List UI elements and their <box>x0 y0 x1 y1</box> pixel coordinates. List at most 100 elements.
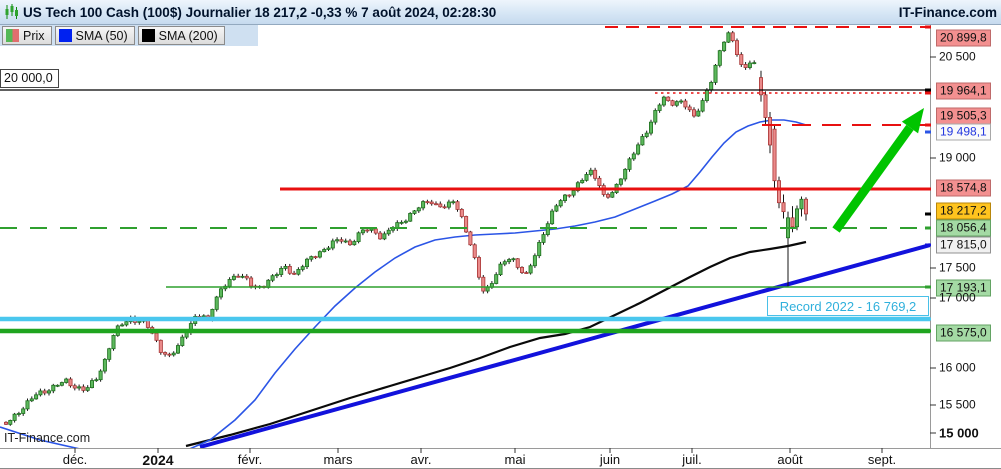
legend-label: SMA (200) <box>158 28 218 43</box>
candle-up <box>541 234 546 243</box>
candle-up <box>649 121 654 134</box>
legend-item-sma50[interactable]: SMA (50) <box>54 26 135 45</box>
candle-up <box>98 370 103 381</box>
arrow-shaft <box>832 124 914 233</box>
candle-up <box>679 100 684 103</box>
candle-down <box>666 96 671 102</box>
x-axis-label: févr. <box>237 452 263 467</box>
candle-up <box>180 336 185 346</box>
candle-up <box>507 259 512 263</box>
candle-up <box>717 50 722 66</box>
candle-up <box>34 394 39 400</box>
chart-title: US Tech 100 Cash (100$) Journalier 18 21… <box>23 4 497 20</box>
candle-down <box>606 194 611 198</box>
x-axis-label: juil. <box>682 452 702 467</box>
candle-up <box>330 240 335 249</box>
x-axis-label: août <box>777 452 803 467</box>
candle-up <box>382 233 387 240</box>
level-label-20000[interactable]: 20 000,0 <box>0 69 59 88</box>
candle-up <box>356 232 361 242</box>
candle-down <box>167 353 172 356</box>
candle-down <box>739 54 744 65</box>
bullish-arrow[interactable] <box>832 108 924 233</box>
candle-down <box>158 339 163 353</box>
price-swatch-icon <box>6 29 19 42</box>
candle-up <box>575 182 580 191</box>
candle-down <box>687 106 692 111</box>
candle-up <box>704 89 709 101</box>
candle-down <box>781 202 786 213</box>
candle-up <box>296 269 301 275</box>
candle-up <box>55 384 60 387</box>
candle-up <box>90 380 95 389</box>
candle-up <box>227 279 232 287</box>
candle-up <box>343 240 348 243</box>
candle-up <box>700 100 705 112</box>
candle-down <box>772 128 777 182</box>
candle-up <box>550 210 555 225</box>
candle-down <box>244 275 249 279</box>
candle-up <box>640 136 645 146</box>
candle-up <box>403 220 408 223</box>
candle-up <box>421 201 426 209</box>
x-axis-label: avr. <box>410 452 432 467</box>
arrow-head-icon <box>901 108 924 134</box>
x-axis-label: juin <box>599 452 621 467</box>
candle-up <box>627 158 632 170</box>
candle-down <box>730 32 735 42</box>
record-2022-annotation[interactable]: Record 2022 - 16 769,2 <box>767 296 929 316</box>
candle-down <box>81 386 86 391</box>
y-axis-label: 20 899,8 <box>936 29 991 47</box>
watermark-text: IT-Finance.com <box>4 431 91 445</box>
candle-down <box>339 239 344 242</box>
candle-down <box>236 275 241 278</box>
candle-up <box>752 62 757 65</box>
candle-up <box>511 258 516 261</box>
candle-down <box>42 390 47 394</box>
x-axis-label: 2024 <box>142 452 174 468</box>
candle-up <box>799 198 804 210</box>
candle-up <box>77 386 82 389</box>
y-axis-label: 15 500 <box>939 397 976 412</box>
candle-up <box>38 390 43 396</box>
candle-up <box>644 132 649 137</box>
candle-up <box>674 101 679 106</box>
brand-link[interactable]: IT-Finance.com <box>898 4 997 20</box>
y-axis-label: 19 000 <box>939 150 976 165</box>
candle-down <box>378 232 383 240</box>
candle-up <box>51 384 56 392</box>
candle-down <box>433 203 438 206</box>
y-axis-label: 16 000 <box>939 360 976 375</box>
candle-down <box>735 40 740 55</box>
sma200-swatch-icon <box>141 29 155 42</box>
candle-up <box>588 169 593 175</box>
candle-down <box>468 231 473 246</box>
legend-item-sma200[interactable]: SMA (200) <box>137 26 225 45</box>
candle-up <box>498 263 503 276</box>
candle-down <box>476 257 481 278</box>
candle-up <box>214 296 219 310</box>
y-axis-label: 17 193,1 <box>936 279 991 297</box>
sma50-line <box>0 119 807 448</box>
candle-down <box>692 109 697 117</box>
candle-up <box>369 228 374 231</box>
candle-up <box>360 229 365 234</box>
candle-up <box>283 265 288 269</box>
candle-up <box>107 348 112 360</box>
candle-up <box>59 382 64 386</box>
y-axis-label: 18 574,8 <box>936 179 991 197</box>
candle-up <box>554 205 559 212</box>
candle-up <box>47 390 52 394</box>
legend-item-price[interactable]: Prix <box>2 26 52 45</box>
candle-up <box>653 110 658 123</box>
candle-up <box>584 174 589 181</box>
candle-down <box>4 421 9 425</box>
y-axis-label: 19 964,1 <box>936 82 991 100</box>
candle-up <box>137 320 142 323</box>
y-axis-label: 19 498,1 <box>936 123 991 141</box>
ascending-trendline[interactable] <box>199 243 930 448</box>
y-axis-label: 20 500 <box>939 49 976 64</box>
candle-down <box>68 378 73 387</box>
